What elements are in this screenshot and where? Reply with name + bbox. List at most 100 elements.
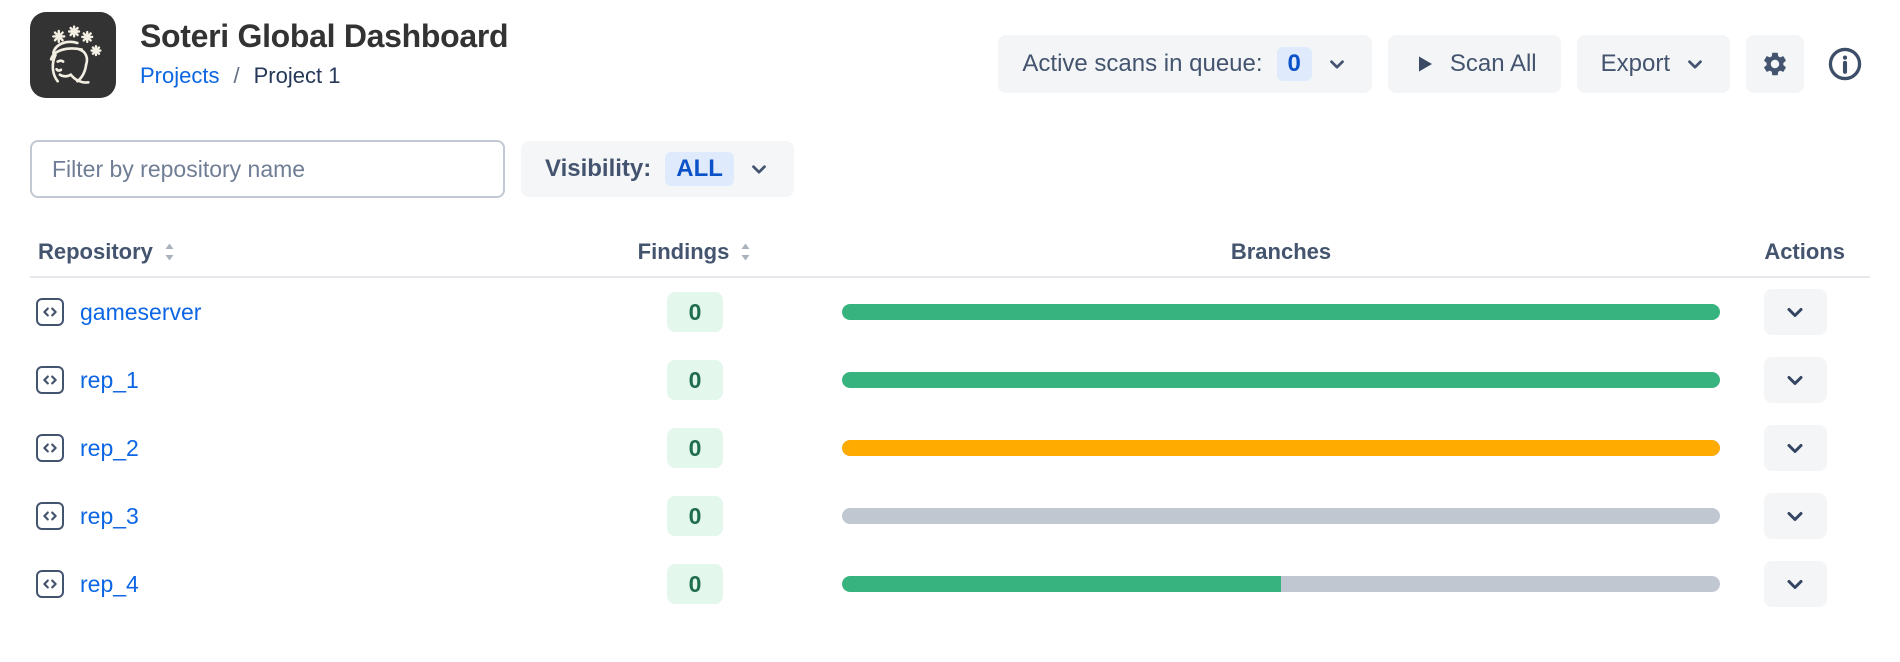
visibility-dropdown-button[interactable]: Visibility: ALL [521, 141, 794, 197]
code-repository-icon [36, 366, 64, 394]
column-header-repository[interactable]: Repository [30, 239, 620, 265]
soteri-logo [30, 12, 116, 98]
actions-cell [1720, 289, 1870, 335]
info-icon [1828, 47, 1862, 81]
active-scans-dropdown-button[interactable]: Active scans in queue: 0 [998, 35, 1372, 93]
findings-cell: 0 [620, 564, 770, 604]
breadcrumb: Projects / Project 1 [140, 63, 508, 89]
soteri-face-icon [49, 25, 102, 84]
actions-column-label: Actions [1764, 239, 1845, 264]
filter-bar: Visibility: ALL [30, 140, 1870, 198]
chevron-down-icon [1787, 580, 1803, 589]
settings-button[interactable] [1746, 35, 1804, 93]
code-repository-icon [36, 434, 64, 462]
branches-cell [770, 440, 1720, 456]
repository-cell: gameserver [30, 298, 620, 326]
code-repository-icon [36, 502, 64, 530]
chevron-down-icon [1787, 376, 1803, 385]
visibility-label: Visibility: [545, 155, 652, 182]
row-actions-dropdown-button[interactable] [1763, 289, 1827, 335]
repository-link[interactable]: rep_3 [80, 502, 139, 529]
page-title: Soteri Global Dashboard [140, 18, 509, 54]
chevron-down-icon [1330, 60, 1344, 69]
repository-row: rep_2 0 [30, 414, 1870, 482]
code-repository-icon [36, 298, 64, 326]
chevron-down-icon [1787, 512, 1803, 521]
branch-scan-progress-fill [842, 576, 1281, 592]
repository-row: rep_4 0 [30, 550, 1870, 618]
visibility-value-badge: ALL [665, 151, 734, 187]
row-actions-dropdown-button[interactable] [1763, 357, 1827, 403]
branches-cell [770, 304, 1720, 320]
header-action-bar: Active scans in queue: 0 Scan All Export [998, 12, 1870, 93]
chevron-down-icon [752, 165, 766, 174]
info-button[interactable] [1820, 35, 1870, 93]
actions-cell [1720, 425, 1870, 471]
chevron-down-icon [1688, 60, 1702, 69]
findings-cell: 0 [620, 360, 770, 400]
breadcrumb-projects-link[interactable]: Projects [140, 63, 220, 88]
branch-scan-progress-bar [842, 440, 1720, 456]
code-repository-icon [36, 570, 64, 598]
column-header-branches: Branches [770, 239, 1720, 265]
branch-scan-progress-fill [842, 440, 1720, 456]
scan-all-label: Scan All [1449, 50, 1537, 77]
row-actions-dropdown-button[interactable] [1763, 425, 1827, 471]
findings-count-badge: 0 [667, 292, 723, 332]
actions-cell [1720, 561, 1870, 607]
repository-link[interactable]: rep_1 [80, 366, 139, 393]
breadcrumb-separator: / [233, 63, 240, 88]
branches-column-label: Branches [1230, 239, 1332, 264]
sort-icon [741, 243, 750, 261]
findings-count-badge: 0 [667, 428, 723, 468]
scan-all-button[interactable]: Scan All [1387, 35, 1561, 93]
repository-filter-input[interactable] [30, 140, 505, 198]
branches-cell [770, 576, 1720, 592]
table-header-row: Repository Findings Branches Actions [30, 228, 1870, 278]
findings-count-badge: 0 [667, 496, 723, 536]
findings-count-badge: 0 [667, 360, 723, 400]
branch-scan-progress-bar [842, 304, 1720, 320]
repository-cell: rep_1 [30, 366, 620, 394]
repository-link[interactable]: gameserver [80, 298, 202, 325]
column-header-findings[interactable]: Findings [620, 239, 770, 265]
chevron-down-icon [1787, 308, 1803, 317]
export-dropdown-button[interactable]: Export [1576, 35, 1730, 93]
findings-cell: 0 [620, 292, 770, 332]
branch-scan-progress-bar [842, 372, 1720, 388]
row-actions-dropdown-button[interactable] [1763, 493, 1827, 539]
column-header-actions: Actions [1720, 239, 1870, 265]
findings-count-badge: 0 [667, 564, 723, 604]
sort-icon [165, 243, 174, 261]
export-label: Export [1600, 50, 1670, 77]
breadcrumb-current-project: Project 1 [253, 63, 341, 88]
actions-cell [1720, 493, 1870, 539]
branch-scan-progress-bar [842, 576, 1720, 592]
repository-link[interactable]: rep_2 [80, 434, 139, 461]
play-icon [1418, 56, 1432, 72]
branch-scan-progress-fill [842, 304, 1720, 320]
repository-link[interactable]: rep_4 [80, 570, 139, 597]
repository-row: rep_1 0 [30, 346, 1870, 414]
gear-icon [1764, 52, 1786, 76]
branch-scan-progress-bar [842, 508, 1720, 524]
findings-column-label: Findings [637, 239, 730, 264]
active-scans-label: Active scans in queue: [1022, 50, 1263, 77]
repository-cell: rep_2 [30, 434, 620, 462]
repository-row: rep_3 0 [30, 482, 1870, 550]
repository-cell: rep_4 [30, 570, 620, 598]
row-actions-dropdown-button[interactable] [1763, 561, 1827, 607]
repository-row: gameserver 0 [30, 278, 1870, 346]
branch-scan-progress-fill [842, 372, 1720, 388]
table-body: gameserver 0 rep_1 0 [30, 278, 1870, 618]
active-scans-count-badge: 0 [1276, 46, 1312, 82]
branches-cell [770, 508, 1720, 524]
chevron-down-icon [1787, 444, 1803, 453]
repositories-table: Repository Findings Branches Actions gam… [30, 228, 1870, 618]
header-titles: Soteri Global Dashboard Projects / Proje… [140, 12, 509, 89]
page-header: Soteri Global Dashboard Projects / Proje… [0, 0, 1900, 98]
repository-column-label: Repository [38, 239, 153, 264]
actions-cell [1720, 357, 1870, 403]
repository-cell: rep_3 [30, 502, 620, 530]
findings-cell: 0 [620, 496, 770, 536]
